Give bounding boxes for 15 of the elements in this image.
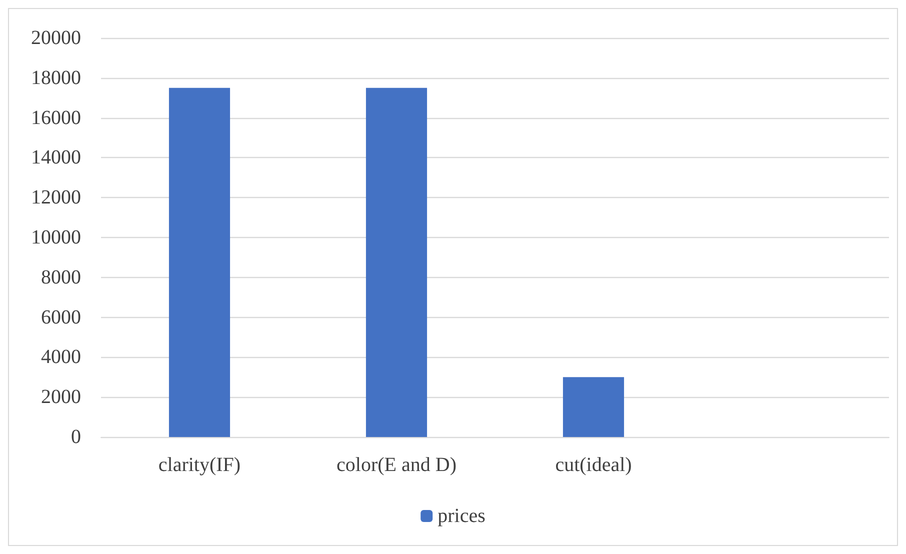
x-tick-label: color(E and D) bbox=[336, 454, 456, 476]
x-tick-label: cut(ideal) bbox=[555, 454, 632, 476]
x-tick-label: clarity(IF) bbox=[158, 454, 241, 476]
y-tick-label: 0 bbox=[71, 426, 81, 448]
y-tick-label: 20000 bbox=[31, 27, 81, 49]
y-tick-label: 4000 bbox=[41, 346, 81, 368]
y-tick-label: 8000 bbox=[41, 266, 81, 288]
y-tick-label: 18000 bbox=[31, 66, 81, 89]
y-tick-label: 16000 bbox=[31, 106, 81, 129]
legend-label: prices bbox=[438, 505, 486, 527]
y-tick-label: 14000 bbox=[31, 146, 81, 169]
y-tick-label: 2000 bbox=[41, 386, 81, 408]
y-tick-label: 12000 bbox=[31, 186, 81, 209]
y-tick-label: 10000 bbox=[31, 226, 81, 248]
y-tick-label: 6000 bbox=[41, 306, 81, 328]
